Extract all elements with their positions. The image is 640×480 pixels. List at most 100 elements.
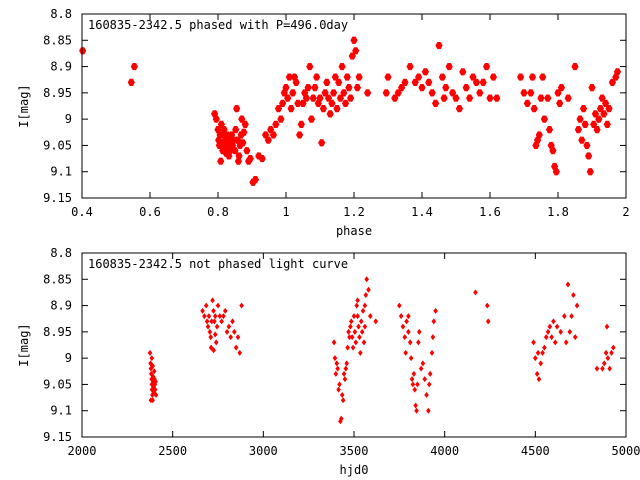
data-point: [228, 334, 233, 341]
data-point: [418, 84, 426, 92]
data-point: [151, 368, 157, 375]
data-point: [466, 94, 474, 102]
data-point: [359, 328, 365, 335]
data-point: [251, 176, 259, 184]
data-point: [149, 355, 155, 362]
data-point: [421, 68, 429, 76]
data-point: [408, 355, 414, 362]
data-point: [211, 307, 216, 314]
data-point: [241, 120, 249, 128]
data-point: [523, 99, 531, 107]
data-point: [332, 355, 338, 362]
data-point: [264, 136, 272, 144]
data-point: [593, 126, 601, 134]
y-tick-label: 9: [65, 112, 72, 126]
data-point: [483, 62, 491, 71]
data-point: [232, 328, 237, 335]
y-tick-label: 8.85: [43, 272, 72, 286]
data-point: [356, 323, 361, 330]
data-point: [366, 286, 371, 293]
x-tick-label: 3500: [340, 444, 369, 458]
data-point: [353, 84, 361, 92]
x-tick-label: 1.6: [479, 205, 501, 219]
data-point: [415, 381, 420, 388]
data-point: [345, 84, 353, 92]
data-point: [412, 386, 418, 393]
data-point: [557, 84, 565, 92]
data-point: [323, 78, 331, 86]
data-point: [414, 407, 419, 414]
data-point: [208, 344, 214, 351]
data-point: [306, 62, 314, 71]
x-tick-label: 0.4: [71, 205, 93, 219]
data-point: [578, 136, 586, 144]
data-point: [418, 365, 424, 372]
data-point: [576, 115, 584, 123]
data-point: [343, 365, 349, 372]
data-point: [209, 318, 214, 325]
data-point: [210, 297, 215, 304]
data-point: [442, 84, 450, 92]
data-point: [562, 313, 567, 320]
x-tick-label: 2500: [158, 444, 187, 458]
data-point: [219, 318, 224, 325]
data-point: [594, 365, 600, 372]
data-point: [595, 115, 603, 123]
data-point: [403, 349, 408, 356]
data-point: [604, 323, 610, 330]
data-point: [335, 78, 343, 86]
data-point: [277, 115, 285, 123]
data-point: [567, 328, 573, 335]
data-point: [339, 415, 344, 422]
data-point: [368, 313, 373, 320]
data-point: [347, 334, 352, 341]
data-point: [348, 318, 354, 325]
data-point: [336, 386, 341, 393]
x-axis-label: phase: [336, 224, 372, 238]
data-point: [552, 168, 560, 176]
data-point: [284, 94, 292, 102]
y-tick-label: 8.9: [50, 60, 72, 74]
data-point: [427, 370, 433, 377]
data-point: [420, 360, 426, 367]
data-point: [307, 115, 316, 123]
data-point: [339, 391, 345, 398]
data-point: [416, 339, 421, 346]
data-point: [536, 376, 542, 383]
data-point: [208, 334, 214, 341]
data-point: [410, 381, 416, 388]
data-point: [150, 373, 156, 380]
data-point: [586, 168, 594, 176]
data-point: [221, 313, 226, 320]
data-point: [428, 89, 436, 97]
data-point: [232, 126, 240, 134]
x-tick-label: 2000: [68, 444, 97, 458]
data-point: [572, 334, 578, 341]
data-point: [422, 376, 428, 383]
data-point: [153, 378, 158, 385]
data-point: [355, 313, 360, 320]
data-point: [542, 344, 547, 351]
data-point: [413, 402, 418, 409]
data-point: [334, 360, 340, 367]
data-point: [402, 334, 408, 341]
data-point: [343, 73, 351, 81]
data-point: [237, 349, 243, 356]
data-point: [424, 391, 429, 398]
data-point: [338, 418, 343, 425]
data-point: [147, 349, 153, 356]
data-point: [354, 302, 360, 309]
phased-light-curve-panel: 0.4 0.6 0.8 1 1.2 1.4 1.6 1.8 2 8.8 8.85 8.9 8.95 9 9.…: [17, 7, 630, 238]
data-point: [239, 139, 247, 147]
data-point: [574, 126, 582, 134]
data-point: [292, 78, 300, 86]
data-point: [455, 105, 463, 113]
y-tick-label: 9: [65, 351, 72, 365]
data-point: [543, 334, 549, 341]
data-point: [357, 334, 362, 341]
data-point: [527, 89, 535, 97]
x-tick-label: 1.2: [343, 205, 365, 219]
data-point: [535, 131, 543, 139]
data-point: [258, 154, 266, 163]
